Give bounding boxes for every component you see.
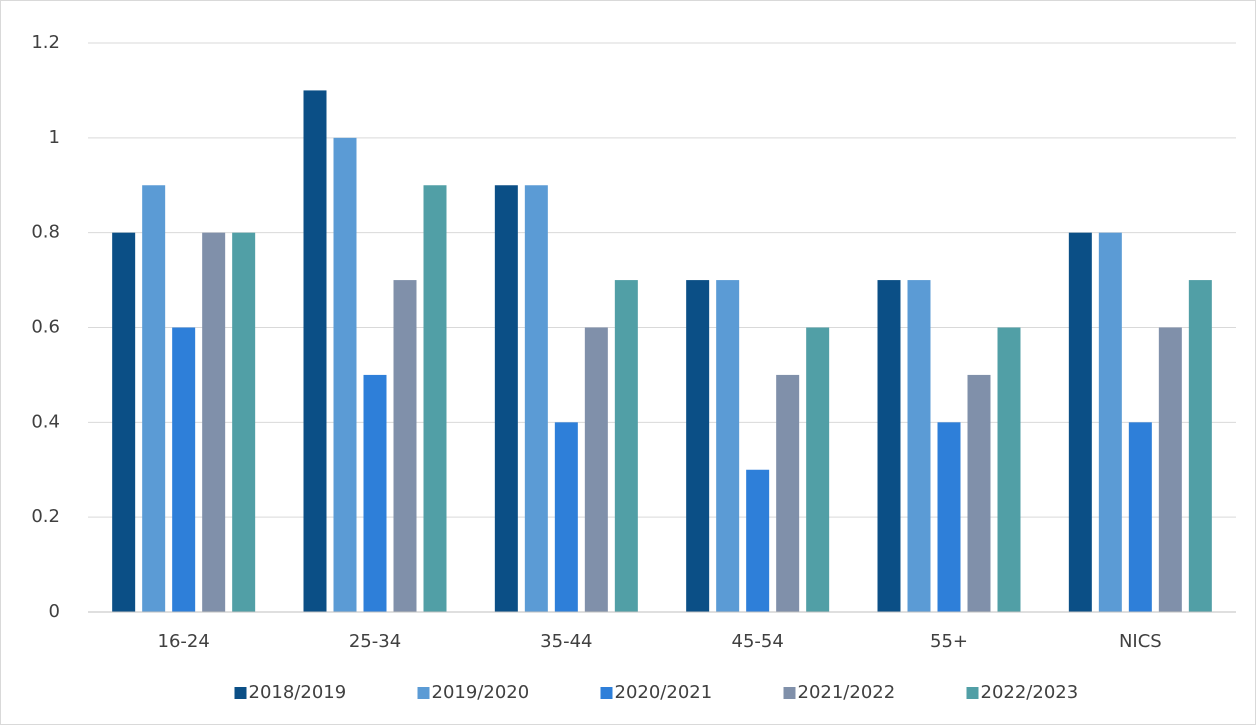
bar	[494, 185, 518, 612]
x-tick-label: 25-34	[349, 631, 401, 652]
bar	[1188, 280, 1212, 612]
legend-swatch	[234, 687, 247, 699]
y-tick-label: 1.2	[31, 32, 60, 53]
legend-swatch	[600, 687, 613, 699]
y-tick-label: 0.8	[31, 222, 60, 243]
legend-label: 2021/2022	[798, 682, 896, 703]
x-tick-label: 55+	[930, 631, 968, 652]
bar	[877, 280, 901, 612]
bar	[937, 422, 961, 612]
bar	[112, 232, 136, 612]
bar	[806, 327, 830, 612]
y-tick-label: 0.4	[31, 411, 60, 432]
y-tick-label: 0.6	[31, 317, 60, 338]
x-tick-label: 45-54	[732, 631, 784, 652]
bar	[967, 374, 991, 612]
bar	[907, 280, 931, 612]
y-tick-label: 1	[49, 127, 60, 148]
x-tick-label: 35-44	[540, 631, 592, 652]
bar	[333, 137, 357, 613]
bar	[142, 185, 166, 612]
bar	[232, 232, 256, 612]
bar	[1128, 422, 1152, 612]
legend-swatch	[417, 687, 430, 699]
x-tick-label: NICS	[1119, 631, 1162, 652]
bar	[746, 469, 770, 612]
legend-swatch	[783, 687, 796, 699]
bar	[584, 327, 608, 612]
bar	[172, 327, 196, 612]
y-tick-label: 0.2	[31, 506, 60, 527]
bar	[303, 90, 327, 612]
bar	[554, 422, 578, 612]
bar	[614, 280, 638, 612]
legend-label: 2022/2023	[981, 682, 1079, 703]
bar	[997, 327, 1021, 612]
bar	[1068, 232, 1092, 612]
bar	[524, 185, 548, 612]
bar	[1098, 232, 1122, 612]
y-tick-label: 0	[49, 601, 60, 622]
bar	[202, 232, 226, 612]
bar	[393, 280, 417, 612]
legend-label: 2018/2019	[249, 682, 347, 703]
bar	[686, 280, 710, 612]
bar	[716, 280, 740, 612]
x-tick-label: 16-24	[158, 631, 210, 652]
bar	[423, 185, 447, 612]
legend-label: 2019/2020	[432, 682, 530, 703]
bar	[1158, 327, 1182, 612]
bar	[776, 374, 800, 612]
legend-swatch	[966, 687, 979, 699]
legend-label: 2020/2021	[615, 682, 713, 703]
bar	[363, 374, 387, 612]
